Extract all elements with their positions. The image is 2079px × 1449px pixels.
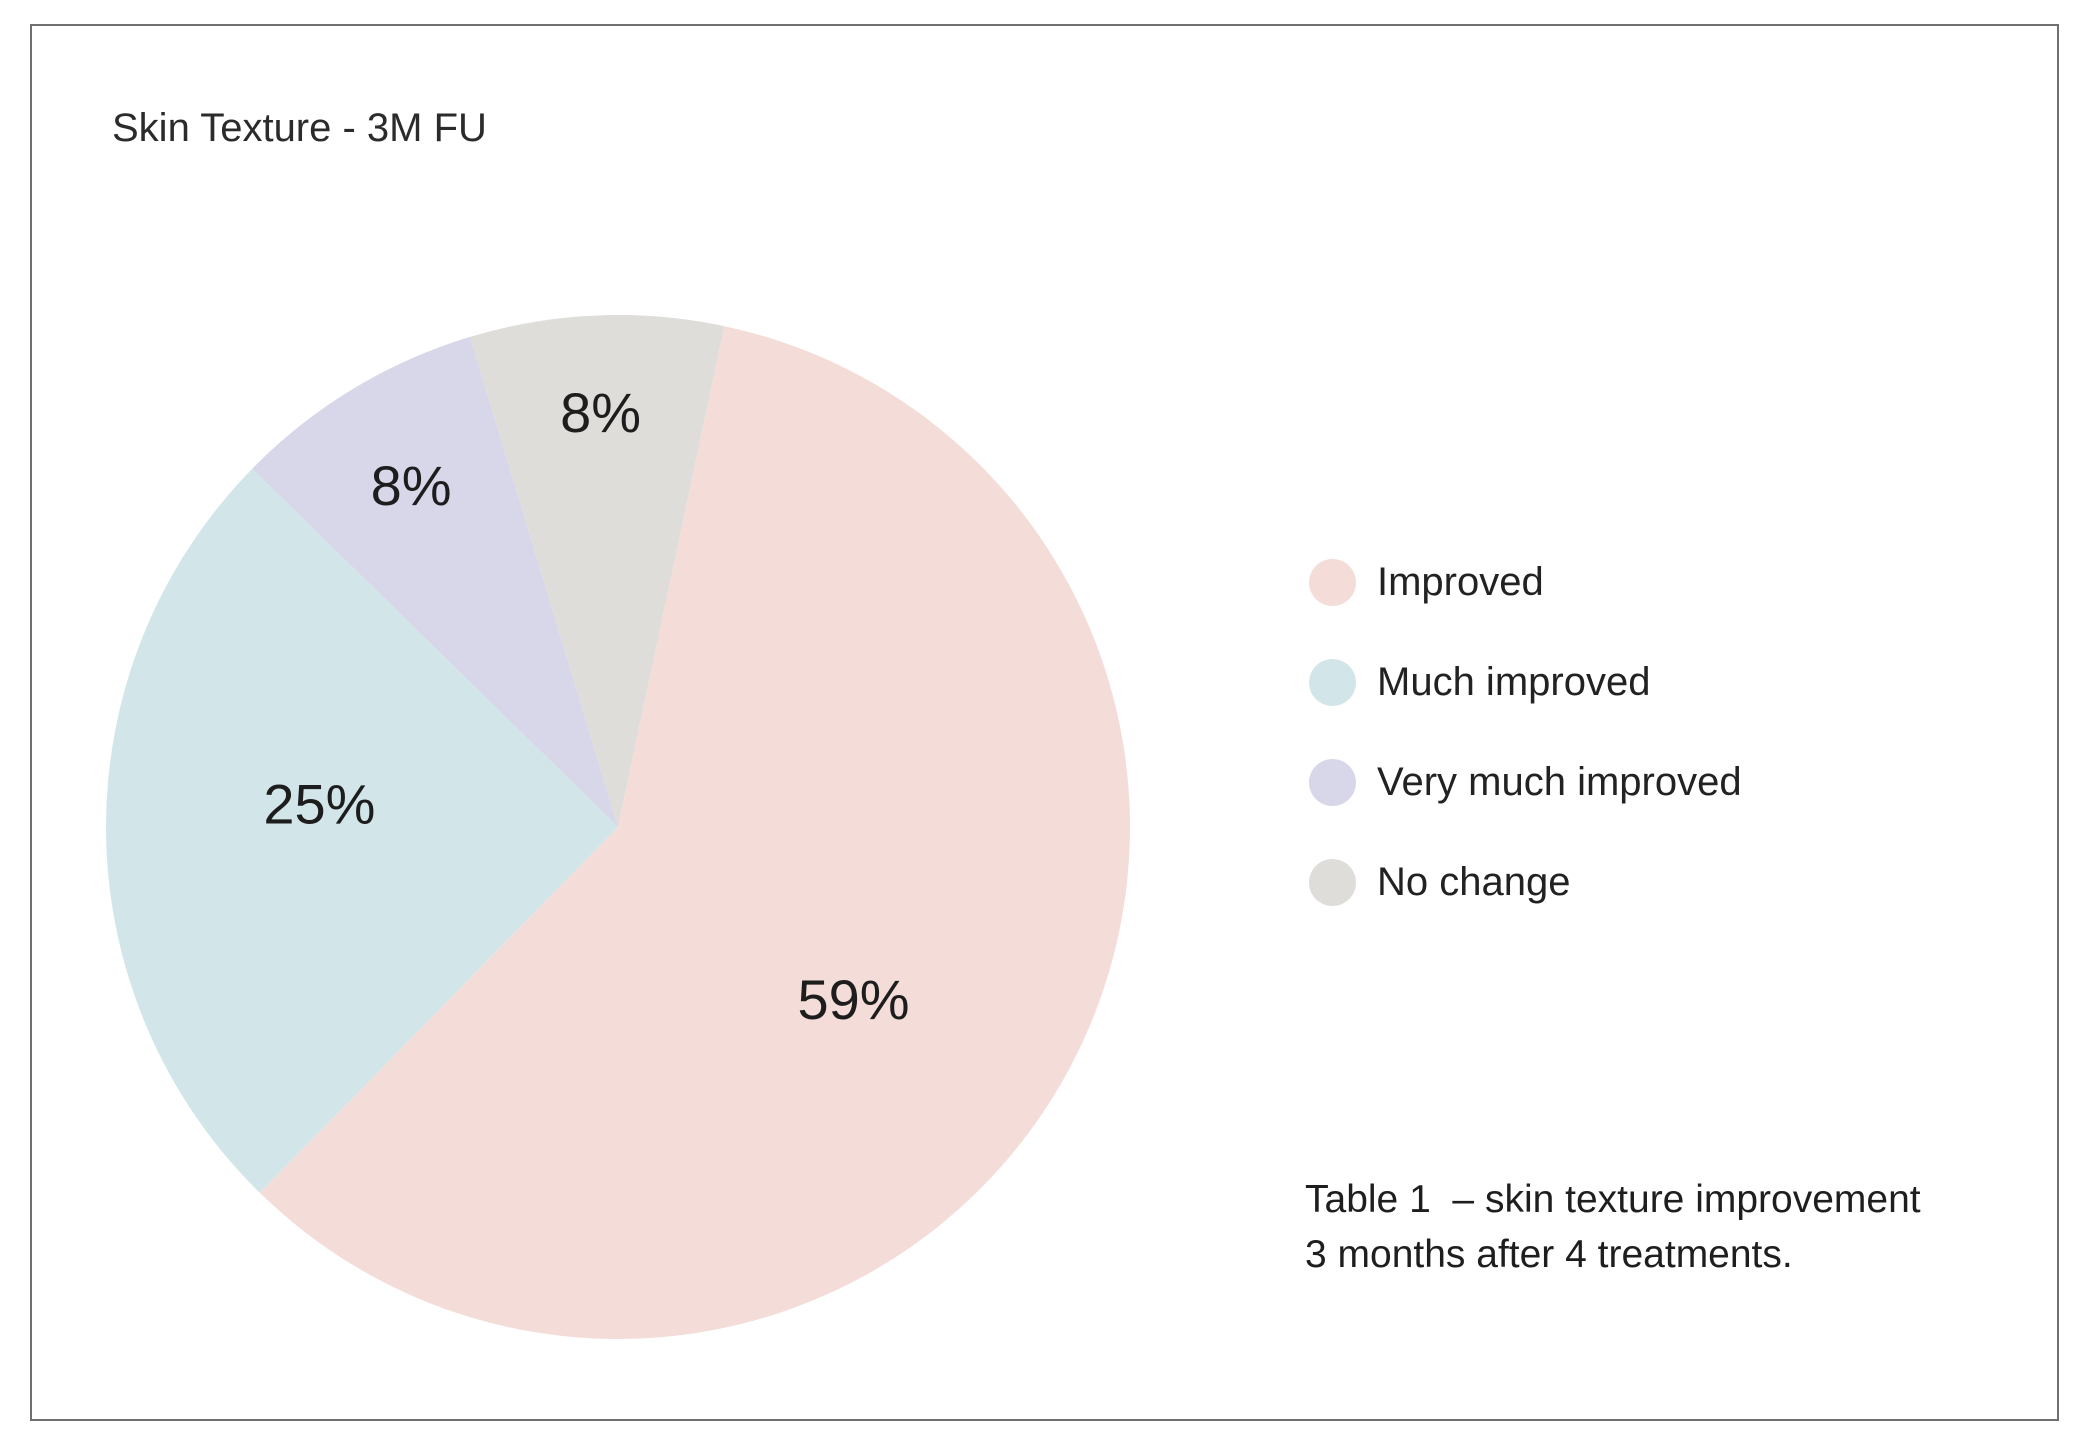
legend-item-no-change: No change — [1309, 859, 1742, 906]
pie-slice-much-improved — [106, 468, 618, 1193]
pie-slice-value-label: 59% — [797, 968, 909, 1031]
pie-slice-no-change — [470, 315, 725, 827]
legend-item-much-improved: Much improved — [1309, 659, 1742, 706]
chart-title: Skin Texture - 3M FU — [112, 106, 487, 150]
legend-label: No change — [1377, 860, 1571, 904]
pie-slice-value-label: 8% — [560, 381, 641, 444]
legend-label: Improved — [1377, 560, 1544, 604]
pie-slice-very-much-improved — [252, 336, 618, 827]
legend-label: Very much improved — [1377, 760, 1742, 804]
figure-caption: Table 1 – skin texture improvement 3 mon… — [1305, 1172, 1921, 1282]
caption-line-2: 3 months after 4 treatments. — [1305, 1233, 1793, 1276]
pie-slice-value-label: 8% — [371, 454, 452, 517]
pie-chart: 59% 25% 8% 8% — [106, 315, 1130, 1339]
legend-label: Much improved — [1377, 660, 1651, 704]
caption-line-1: Table 1 – skin texture improvement — [1305, 1178, 1921, 1221]
legend-swatch-improved — [1309, 559, 1356, 606]
pie-chart-svg: 59% 25% 8% 8% — [106, 315, 1130, 1339]
legend-swatch-much-improved — [1309, 659, 1356, 706]
legend-item-very-much-improved: Very much improved — [1309, 759, 1742, 806]
legend-swatch-very-much-improved — [1309, 759, 1356, 806]
legend: Improved Much improved Very much improve… — [1309, 559, 1742, 959]
pie-slice-value-label: 25% — [263, 773, 375, 836]
legend-item-improved: Improved — [1309, 559, 1742, 606]
pie-slice-improved — [259, 326, 1130, 1339]
legend-swatch-no-change — [1309, 859, 1356, 906]
